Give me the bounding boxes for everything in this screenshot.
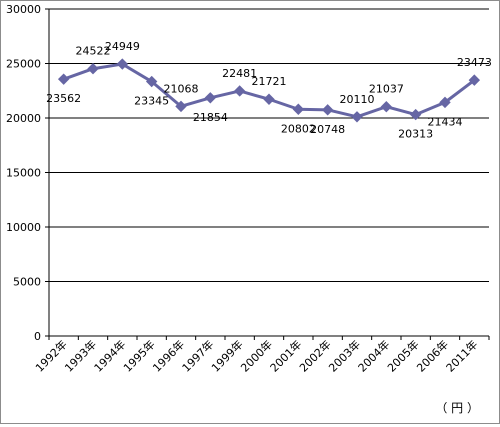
data-label: 20802 [281, 122, 316, 135]
data-point-marker [439, 96, 451, 109]
data-label: 21721 [252, 75, 287, 88]
data-label: 24949 [105, 40, 140, 53]
data-point-marker [351, 111, 363, 123]
data-label: 21068 [164, 82, 199, 95]
x-tick-label: 2004年 [355, 337, 392, 374]
x-tick-label: 2001年 [267, 337, 304, 374]
data-point-marker [380, 100, 393, 113]
data-label: 21854 [193, 111, 228, 124]
data-label: 21434 [428, 115, 463, 128]
data-point-marker [57, 73, 70, 85]
data-label: 23562 [46, 92, 81, 105]
x-tick-label: 2005年 [384, 337, 421, 374]
data-label: 22481 [222, 67, 257, 80]
y-tick-label: 25000 [6, 58, 41, 71]
y-axis-ticks: 0 5000 10000 15000 20000 25000 30000 [6, 3, 41, 343]
data-label: 23473 [457, 56, 492, 69]
x-tick-label: 2000年 [238, 337, 275, 374]
data-point-marker [175, 100, 187, 113]
data-point-marker [409, 108, 422, 121]
x-tick-label: 2006年 [414, 337, 451, 374]
series-line [63, 62, 476, 119]
data-label: 21037 [369, 83, 404, 96]
x-tick-label: 1997年 [179, 337, 216, 374]
data-label: 24522 [76, 45, 111, 58]
data-label: 20110 [340, 93, 375, 106]
y-tick-label: 0 [34, 330, 41, 343]
series [57, 58, 481, 123]
data-point-marker [204, 92, 217, 104]
x-tick-label: 1996年 [150, 337, 187, 374]
y-tick-label: 15000 [6, 167, 41, 180]
x-tick-label: 1995年 [120, 337, 157, 374]
x-tick-label: 2003年 [326, 337, 363, 374]
x-tick-label: 1999年 [208, 337, 245, 374]
data-point-marker [116, 58, 129, 70]
data-point-marker [263, 93, 275, 105]
data-label: 23345 [134, 95, 169, 108]
x-tick-label: 2011年 [443, 337, 480, 374]
data-point-marker [233, 85, 246, 97]
y-tick-label: 20000 [6, 112, 41, 125]
data-point-marker [468, 74, 481, 86]
axes [45, 8, 490, 340]
x-axis-ticks: 1992年1993年1994年1995年1996年1997年1999年2000年… [32, 337, 480, 374]
data-label: 20313 [398, 128, 433, 141]
data-point-marker [87, 63, 99, 75]
data-label: 20748 [310, 123, 345, 136]
data-point-marker [321, 104, 334, 116]
y-tick-label: 5000 [13, 276, 41, 289]
x-tick-label: 2002年 [296, 337, 333, 374]
x-tick-label: 1994年 [91, 337, 128, 374]
data-point-marker [292, 103, 305, 115]
unit-label: （ 円 ） [435, 401, 479, 415]
x-tick-label: 1993年 [62, 337, 99, 374]
y-tick-label: 10000 [6, 221, 41, 234]
y-tick-label: 30000 [6, 3, 41, 16]
data-point-marker [145, 75, 158, 88]
